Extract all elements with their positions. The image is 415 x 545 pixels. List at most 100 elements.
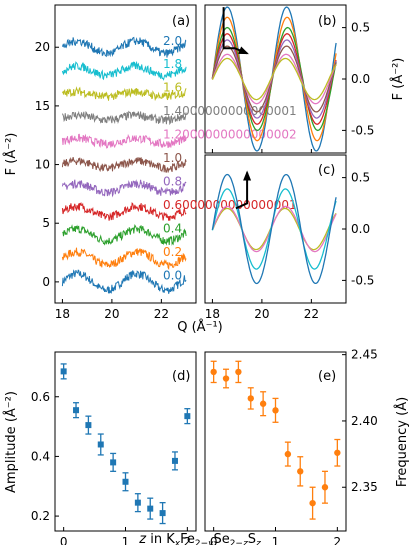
panel-e-ticks: 0 1 2 2.35 2.40 2.45: [210, 348, 378, 545]
data-point: [235, 368, 242, 376]
panel-a-ticks: 18 20 22 0 5 10 15 20: [35, 40, 169, 321]
data-point: [147, 505, 154, 512]
x-tick-label: 0: [60, 535, 68, 545]
series-label: 1.0: [163, 151, 182, 165]
y-tick-label: 0.5: [351, 21, 370, 35]
y-tick-label: 0.4: [31, 449, 50, 463]
data-point: [110, 459, 117, 466]
y-tick-label: 0.2: [31, 509, 50, 523]
series-line: [62, 223, 187, 246]
fit-curve: [211, 205, 337, 253]
series-label: 0.4: [163, 222, 182, 236]
panel-d: 0 1 2 0.2 0.4 0.6 (d) Amplitude (Å⁻²): [3, 351, 197, 545]
panel-d-ticks: 0 1 2 0.2 0.4 0.6: [31, 390, 191, 545]
panel-a-ylabel: F (Å⁻²): [3, 133, 19, 176]
x-tick-label: 0: [210, 535, 218, 545]
series-line: [61, 201, 187, 221]
x-tick-label: 22: [304, 307, 319, 321]
panel-a-series-labels: 0.0 0.2 0.4 0.6000000000000001 0.8 1.0 1.20000…: [163, 34, 297, 283]
panel-c: 18 20 22 -0.5 0.0 0.5 (c): [204, 154, 375, 321]
series-label: 1.8: [163, 57, 182, 71]
data-point: [210, 368, 217, 376]
data-point: [159, 510, 166, 517]
data-point: [134, 499, 141, 506]
y-tick-label: -0.5: [351, 273, 374, 287]
panel-b-plot: [211, 6, 337, 152]
y-tick-label: 0.5: [351, 171, 370, 185]
data-point: [259, 400, 267, 407]
y-tick-label: 2.40: [351, 414, 378, 428]
x-tick-label: 1: [272, 535, 280, 545]
y-tick-label: 0.0: [351, 72, 370, 86]
data-point: [73, 407, 80, 414]
data-point: [334, 449, 341, 456]
fit-curve: [211, 6, 337, 152]
y-tick-label: 2.35: [351, 480, 378, 494]
data-point: [309, 499, 316, 507]
data-point: [272, 407, 279, 414]
panel-e-plot: [210, 360, 341, 520]
series-line: [61, 36, 187, 58]
y-tick-label: 10: [35, 158, 50, 172]
y-tick-label: -0.5: [351, 123, 374, 137]
data-point: [297, 468, 304, 475]
panel-c-label: (c): [318, 163, 335, 178]
panel-a-plot: [61, 36, 187, 294]
panel-b: -0.5 0.0 0.5 (b) F (Å⁻²): [204, 4, 406, 154]
y-tick-label: 0.0: [351, 222, 370, 236]
panel-c-ticks: 18 20 22 -0.5 0.0 0.5: [205, 171, 375, 321]
x-tick-label: 20: [254, 307, 269, 321]
series-line: [61, 156, 187, 173]
series-label: 0.6000000000000001: [163, 198, 297, 212]
data-point: [97, 441, 104, 448]
trend-arrow-head: [243, 170, 252, 181]
panel-d-ylabel: Amplitude (Å⁻²): [3, 391, 19, 493]
series-line: [61, 86, 187, 102]
panel-b-label: (b): [318, 14, 336, 29]
series-label: 2.0: [163, 34, 182, 48]
fit-curve: [211, 173, 337, 285]
panel-e-ylabel: Frequency (Å): [394, 397, 410, 487]
panel-e-label: (e): [318, 369, 336, 384]
x-tick-label: 22: [154, 307, 169, 321]
series-label: 1.4000000000000001: [163, 104, 297, 118]
trend-arrow: [235, 172, 249, 210]
series-line: [61, 247, 187, 271]
x-tick-label: 1: [122, 535, 130, 545]
data-point: [247, 395, 254, 402]
y-tick-label: 15: [35, 99, 50, 113]
panel-d-plot: [60, 363, 191, 525]
panel-a-label: (a): [172, 14, 190, 29]
series-label: 1.2000000000000002: [163, 128, 297, 142]
y-tick-label: 20: [35, 40, 50, 54]
fit-curve: [211, 57, 337, 101]
x-tick-label: 18: [205, 307, 220, 321]
data-point: [85, 422, 92, 429]
series-label: 0.8: [163, 175, 182, 189]
panel-b-ticks: -0.5 0.0 0.5: [211, 21, 374, 153]
x-tick-label: 20: [104, 307, 119, 321]
panel-a: 18 20 22 0 5 10 15 20 (a) F (Å⁻²) 0.0 0.2 0.4 0.60…: [3, 4, 297, 321]
series-label: 0.0: [163, 268, 182, 282]
z-axis-label: z in KxFe2−ySe2−zSz: [138, 532, 261, 545]
panel-c-plot: [211, 170, 337, 285]
x-tick-label: 2: [184, 535, 192, 545]
data-point: [171, 457, 178, 464]
data-point: [222, 375, 230, 382]
series-label: 0.2: [163, 245, 182, 259]
data-point: [60, 368, 67, 375]
x-tick-label: 18: [55, 307, 70, 321]
y-tick-label: 0: [42, 275, 50, 289]
series-line: [61, 110, 187, 126]
y-tick-label: 5: [42, 216, 50, 230]
data-point: [284, 450, 292, 458]
panel-b-ylabel: F (Å⁻²): [390, 58, 406, 101]
y-tick-label: 0.6: [31, 390, 50, 404]
series-line: [61, 60, 187, 81]
fit-curve: [211, 16, 337, 142]
series-label: 1.6: [163, 81, 182, 95]
panel-a-frame: [54, 4, 197, 304]
panel-e: 0 1 2 2.35 2.40 2.45 (e) Frequency (Å): [204, 348, 410, 545]
series-line: [61, 179, 187, 198]
